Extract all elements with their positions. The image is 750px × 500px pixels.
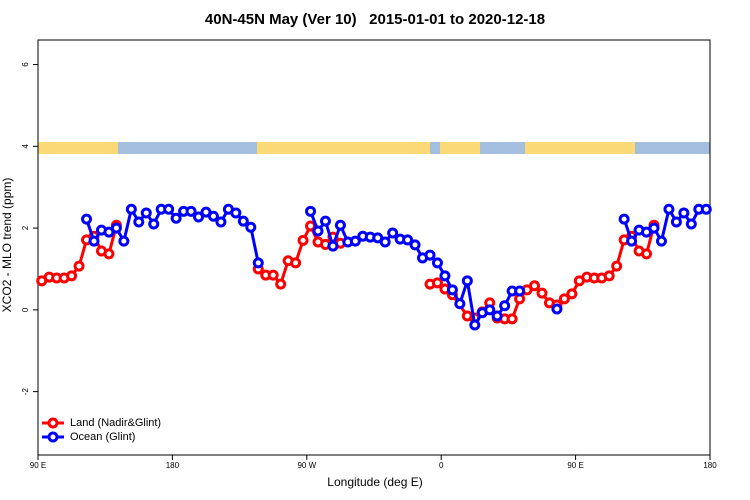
data-point — [536, 287, 548, 299]
data-point — [88, 235, 100, 247]
data-point — [81, 213, 93, 225]
data-point — [133, 216, 145, 228]
legend-label: Land (Nadir&Glint) — [70, 417, 161, 429]
data-point — [207, 210, 219, 222]
data-point — [327, 240, 339, 252]
data-point — [297, 234, 309, 246]
land-band — [525, 142, 635, 154]
data-point — [305, 205, 317, 217]
data-point — [446, 284, 458, 296]
land-band — [440, 142, 480, 154]
data-point — [379, 236, 391, 248]
land-band — [257, 142, 430, 154]
x-tick-label: 180 — [703, 461, 717, 470]
data-point — [193, 211, 205, 223]
x-axis-label: Longitude (deg E) — [327, 475, 422, 489]
legend-marker — [47, 417, 59, 429]
data-point — [275, 278, 287, 290]
data-point — [66, 270, 78, 282]
land-sea-band — [38, 142, 710, 154]
data-point — [454, 298, 466, 310]
data-point — [319, 215, 331, 227]
land-band — [38, 142, 118, 154]
data-point — [424, 249, 436, 261]
data-point — [148, 218, 160, 230]
chart-title: 40N-45N May (Ver 10) 2015-01-01 to 2020-… — [205, 11, 545, 28]
data-point — [670, 216, 682, 228]
data-point — [163, 203, 175, 215]
data-point — [312, 225, 324, 237]
x-tick-label: 90 E — [30, 461, 46, 470]
data-point — [469, 319, 481, 331]
data-point — [140, 207, 152, 219]
data-point — [461, 275, 473, 287]
data-point — [409, 239, 421, 251]
data-point — [648, 222, 660, 234]
data-point — [655, 235, 667, 247]
data-point — [73, 260, 85, 272]
y-tick-label: 6 — [21, 62, 30, 67]
data-point — [118, 235, 130, 247]
x-tick-label: 90 W — [297, 461, 316, 470]
data-point — [245, 221, 257, 233]
y-tick-label: 4 — [21, 144, 30, 149]
data-point — [402, 234, 414, 246]
y-tick-label: 0 — [21, 307, 30, 312]
data-point — [334, 219, 346, 231]
data-point — [603, 270, 615, 282]
data-point — [700, 203, 712, 215]
data-point — [551, 303, 563, 315]
data-point — [566, 288, 578, 300]
data-point — [685, 218, 697, 230]
data-point — [558, 293, 570, 305]
y-axis-label: XCO2 - MLO trend (ppm) — [0, 178, 14, 313]
data-point — [185, 205, 197, 217]
data-point — [170, 212, 182, 224]
data-point — [678, 207, 690, 219]
x-tick-label: 0 — [439, 461, 444, 470]
data-point — [499, 300, 511, 312]
data-point — [484, 304, 496, 316]
data-point — [529, 280, 541, 292]
data-point — [252, 257, 264, 269]
data-point — [663, 203, 675, 215]
y-tick-label: -2 — [21, 388, 30, 396]
data-point — [125, 203, 137, 215]
data-point — [103, 248, 115, 260]
plot-frame — [37, 39, 711, 456]
legend-label: Ocean (Glint) — [70, 431, 135, 443]
data-point — [626, 235, 638, 247]
data-point — [237, 215, 249, 227]
data-point — [431, 257, 443, 269]
data-point — [618, 213, 630, 225]
data-point — [110, 222, 122, 234]
data-point — [349, 235, 361, 247]
data-point — [641, 248, 653, 260]
data-point — [514, 285, 526, 297]
x-tick-label: 180 — [166, 461, 180, 470]
legend: Land (Nadir&Glint) Ocean (Glint) — [42, 417, 161, 443]
data-point — [439, 270, 451, 282]
data-point — [230, 207, 242, 219]
data-point — [215, 216, 227, 228]
data-point — [387, 227, 399, 239]
data-point — [431, 277, 443, 289]
data-point — [290, 257, 302, 269]
y-tick-label: 2 — [21, 225, 30, 230]
data-point — [611, 260, 623, 272]
data-point — [267, 269, 279, 281]
data-point — [506, 313, 518, 325]
x-tick-label: 90 E — [567, 461, 583, 470]
legend-marker — [47, 431, 59, 443]
data-point — [491, 310, 503, 322]
